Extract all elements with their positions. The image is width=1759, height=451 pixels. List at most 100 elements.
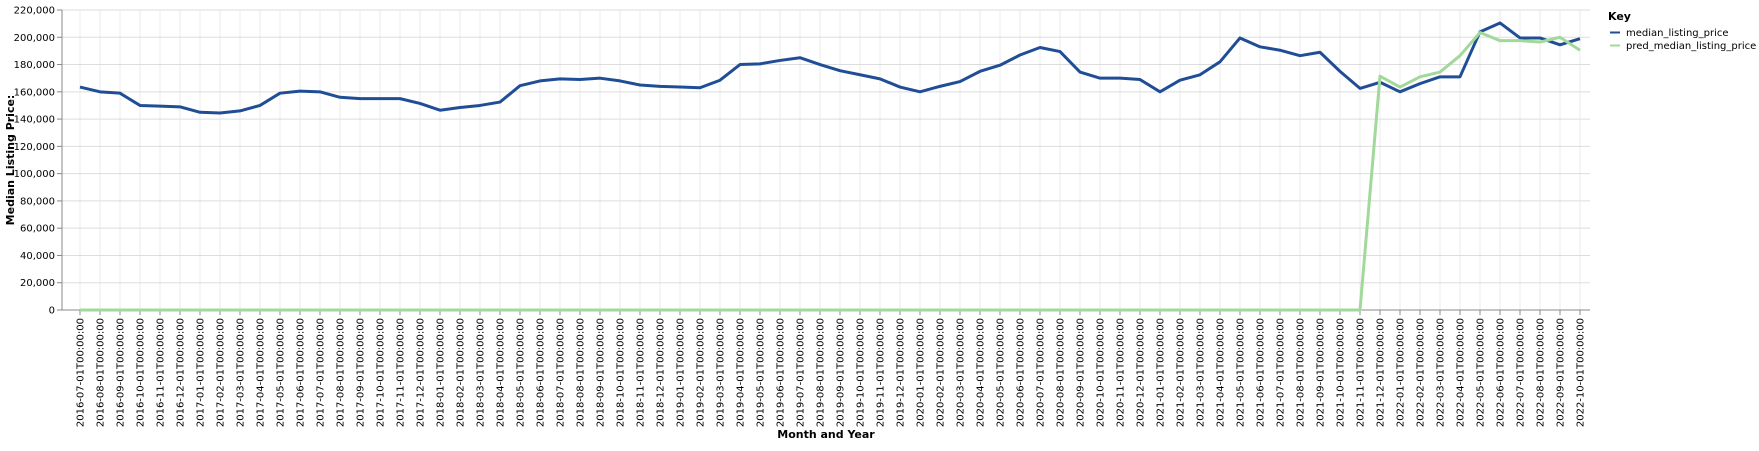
x-tick-label: 2017-08-01T00:00:00 (336, 318, 347, 427)
x-tick-label: 2020-04-01T00:00:00 (976, 318, 987, 427)
x-tick-label: 2020-03-01T00:00:00 (956, 318, 967, 427)
y-tick-label: 120,000 (14, 142, 55, 153)
legend-title: Key (1608, 10, 1631, 23)
x-tick-label: 2019-08-01T00:00:00 (816, 318, 827, 427)
x-tick-label: 2018-01-01T00:00:00 (436, 318, 447, 427)
x-tick-label: 2019-01-01T00:00:00 (676, 318, 687, 427)
y-tick-label: 60,000 (20, 224, 55, 235)
x-tick-label: 2017-12-01T00:00:00 (416, 318, 427, 427)
x-tick-label: 2019-10-01T00:00:00 (856, 318, 867, 427)
x-tick-label: 2021-09-01T00:00:00 (1316, 318, 1327, 427)
series-line-pred_median_listing_price (80, 31, 1581, 312)
x-tick-label: 2022-03-01T00:00:00 (1436, 318, 1447, 427)
x-tick-label: 2016-10-01T00:00:00 (136, 318, 147, 427)
x-tick-label: 2021-04-01T00:00:00 (1216, 318, 1227, 427)
x-tick-label: 2017-03-01T00:00:00 (236, 318, 247, 427)
x-tick-label: 2017-09-01T00:00:00 (356, 318, 367, 427)
x-tick-label: 2017-10-01T00:00:00 (376, 318, 387, 427)
x-tick-label: 2018-03-01T00:00:00 (476, 318, 487, 427)
x-tick-label: 2020-10-01T00:00:00 (1096, 318, 1107, 427)
x-tick-label: 2020-07-01T00:00:00 (1036, 318, 1047, 427)
x-tick-label: 2018-10-01T00:00:00 (616, 318, 627, 427)
x-tick-label: 2020-08-01T00:00:00 (1056, 318, 1067, 427)
x-tick-label: 2016-08-01T00:00:00 (96, 318, 107, 427)
y-tick-label: 0 (49, 306, 55, 317)
x-tick-label: 2022-08-01T00:00:00 (1536, 318, 1547, 427)
x-tick-label: 2019-06-01T00:00:00 (776, 318, 787, 427)
y-tick-label: 140,000 (14, 115, 55, 126)
x-tick-label: 2019-03-01T00:00:00 (716, 318, 727, 427)
x-tick-label: 2020-05-01T00:00:00 (996, 318, 1007, 427)
y-tick-label: 80,000 (20, 196, 55, 207)
grid-lines (62, 9, 1590, 311)
x-tick-label: 2019-12-01T00:00:00 (896, 318, 907, 427)
x-tick-label: 2021-11-01T00:00:00 (1356, 318, 1367, 427)
x-tick-label: 2019-07-01T00:00:00 (796, 318, 807, 427)
y-tick-label: 40,000 (20, 251, 55, 262)
x-tick-label: 2016-12-01T00:00:00 (176, 318, 187, 427)
x-tick-label: 2020-06-01T00:00:00 (1016, 318, 1027, 427)
x-tick-label: 2021-02-01T00:00:00 (1176, 318, 1187, 427)
x-tick-label: 2018-04-01T00:00:00 (496, 318, 507, 427)
y-tick-label: 20,000 (20, 278, 55, 289)
y-tick-label: 200,000 (14, 33, 55, 44)
x-tick-label: 2018-02-01T00:00:00 (456, 318, 467, 427)
y-tick-label: 160,000 (14, 87, 55, 98)
x-tick-label: 2016-07-01T00:00:00 (76, 318, 87, 427)
x-tick-label: 2021-03-01T00:00:00 (1196, 318, 1207, 427)
x-tick-label: 2018-11-01T00:00:00 (636, 318, 647, 427)
series-lines (79, 21, 1581, 312)
x-tick-label: 2017-05-01T00:00:00 (276, 318, 287, 427)
x-tick-label: 2019-05-01T00:00:00 (756, 318, 767, 427)
x-tick-label: 2018-08-01T00:00:00 (576, 318, 587, 427)
x-tick-label: 2021-08-01T00:00:00 (1296, 318, 1307, 427)
x-tick-label: 2021-05-01T00:00:00 (1236, 318, 1247, 427)
x-tick-label: 2022-02-01T00:00:00 (1416, 318, 1427, 427)
x-axis-title: Month and Year (777, 428, 875, 441)
x-tick-label: 2022-09-01T00:00:00 (1556, 318, 1567, 427)
x-tick-label: 2017-11-01T00:00:00 (396, 318, 407, 427)
x-tick-label: 2018-05-01T00:00:00 (516, 318, 527, 427)
x-tick-label: 2022-10-01T00:00:00 (1576, 318, 1587, 427)
x-tick-label: 2018-06-01T00:00:00 (536, 318, 547, 427)
x-tick-label: 2020-09-01T00:00:00 (1076, 318, 1087, 427)
x-tick-label: 2019-04-01T00:00:00 (736, 318, 747, 427)
x-tick-label: 2018-09-01T00:00:00 (596, 318, 607, 427)
y-tick-label: 220,000 (14, 6, 55, 17)
x-tick-label: 2022-05-01T00:00:00 (1476, 318, 1487, 427)
x-tick-label: 2020-01-01T00:00:00 (916, 318, 927, 427)
x-tick-label: 2017-04-01T00:00:00 (256, 318, 267, 427)
x-tick-label: 2016-09-01T00:00:00 (116, 318, 127, 427)
x-tick-label: 2020-12-01T00:00:00 (1136, 318, 1147, 427)
x-tick-label: 2021-10-01T00:00:00 (1336, 318, 1347, 427)
x-tick-label: 2018-12-01T00:00:00 (656, 318, 667, 427)
legend: Key median_listing_price pred_median_list… (1608, 10, 1756, 52)
x-tick-label: 2016-11-01T00:00:00 (156, 318, 167, 427)
legend-label: pred_median_listing_price (1626, 41, 1756, 52)
y-axis-title: Median Listing Price: (4, 95, 17, 226)
x-tick-label: 2022-01-01T00:00:00 (1396, 318, 1407, 427)
x-tick-label: 2021-06-01T00:00:00 (1256, 318, 1267, 427)
x-tick-label: 2020-02-01T00:00:00 (936, 318, 947, 427)
x-tick-label: 2019-09-01T00:00:00 (836, 318, 847, 427)
x-tick-label: 2017-07-01T00:00:00 (316, 318, 327, 427)
legend-label: median_listing_price (1626, 28, 1729, 39)
x-axis: 2016-07-01T00:00:00 2016-08-01T00:00:00 20… (62, 309, 1590, 427)
y-tick-label: 100,000 (14, 169, 55, 180)
x-tick-label: 2021-07-01T00:00:00 (1276, 318, 1287, 427)
x-tick-label: 2022-07-01T00:00:00 (1516, 318, 1527, 427)
x-tick-label: 2017-02-01T00:00:00 (216, 318, 227, 427)
x-tick-label: 2021-12-01T00:00:00 (1376, 318, 1387, 427)
x-tick-label: 2019-11-01T00:00:00 (876, 318, 887, 427)
x-tick-label: 2021-01-01T00:00:00 (1156, 318, 1167, 427)
x-tick-label: 2022-06-01T00:00:00 (1496, 318, 1507, 427)
x-tick-label: 2017-01-01T00:00:00 (196, 318, 207, 427)
y-tick-label: 180,000 (14, 60, 55, 71)
x-tick-label: 2018-07-01T00:00:00 (556, 318, 567, 427)
x-tick-label: 2019-02-01T00:00:00 (696, 318, 707, 427)
series-line-median_listing_price (79, 21, 1581, 115)
y-axis: 0 20,000 40,000 60,000 80,000 100,000 120,000 1… (14, 6, 63, 317)
x-tick-label: 2020-11-01T00:00:00 (1116, 318, 1127, 427)
